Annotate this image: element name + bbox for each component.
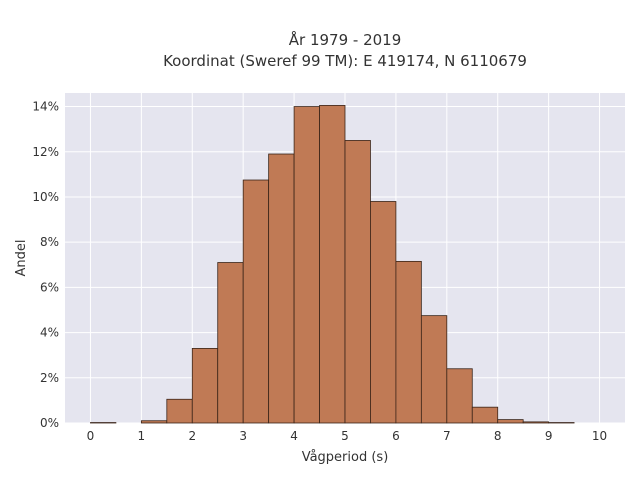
chart-title-line1: År 1979 - 2019	[289, 30, 402, 49]
y-tick-label: 8%	[40, 235, 59, 249]
x-tick-label: 8	[494, 429, 502, 443]
x-tick-label: 1	[138, 429, 146, 443]
y-axis-ticks: 0% 2% 4% 6% 8% 10% 12% 14%	[32, 100, 59, 430]
histogram-bar	[140, 420, 168, 424]
x-tick-label: 10	[592, 429, 607, 443]
x-tick-label: 0	[87, 429, 95, 443]
y-tick-label: 6%	[40, 280, 59, 294]
y-tick-label: 14%	[32, 100, 59, 114]
x-tick-label: 6	[392, 429, 400, 443]
bars	[90, 105, 575, 424]
y-tick-label: 2%	[40, 371, 59, 385]
y-tick-label: 10%	[32, 190, 59, 204]
x-tick-label: 7	[443, 429, 451, 443]
histogram-bar	[293, 106, 320, 424]
histogram-bar	[395, 260, 422, 424]
histogram-bar	[319, 105, 346, 424]
histogram-bar	[191, 348, 219, 424]
histogram-bar	[471, 406, 499, 424]
y-tick-label: 12%	[32, 145, 59, 159]
x-tick-label: 5	[341, 429, 349, 443]
histogram-bar	[420, 315, 448, 424]
histogram-bar	[242, 179, 270, 424]
x-tick-label: 3	[239, 429, 247, 443]
y-tick-label: 4%	[40, 326, 59, 340]
x-tick-label: 4	[290, 429, 298, 443]
histogram-bar	[268, 153, 295, 424]
y-axis-label: Andel	[14, 240, 29, 277]
histogram-bar	[497, 419, 524, 424]
chart-title-line2: Koordinat (Sweref 99 TM): E 419174, N 61…	[163, 52, 527, 70]
histogram-bar	[522, 421, 550, 424]
x-axis-label: Vågperiod (s)	[302, 450, 389, 465]
histogram-bar	[446, 368, 473, 424]
histogram-bar	[344, 140, 371, 424]
x-axis-ticks: 0 1 2 3 4 5 6 7 8 9 10	[87, 429, 608, 443]
x-tick-label: 9	[545, 429, 553, 443]
histogram-bar	[370, 201, 397, 424]
histogram-bar	[166, 398, 193, 424]
y-tick-label: 0%	[40, 416, 59, 430]
histogram-bar	[217, 262, 244, 424]
x-tick-label: 2	[188, 429, 196, 443]
